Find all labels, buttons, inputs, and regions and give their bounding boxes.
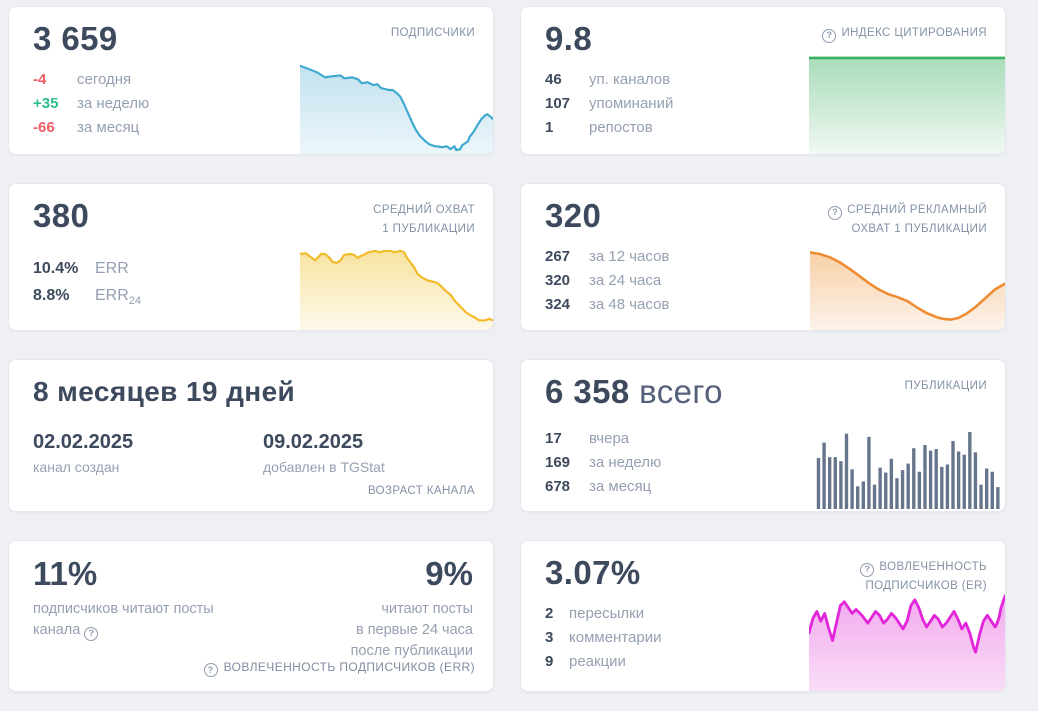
stat-month: -66 за месяц (33, 119, 140, 136)
card-avg-ad-reach-title: ? СРЕДНИЙ РЕКЛАМНЫЙ ОХВАТ 1 ПУБЛИКАЦИИ (828, 201, 987, 239)
er-stats: 2 пересылки 3 комментарии 9 реакции (545, 605, 661, 677)
help-icon[interactable]: ? (828, 205, 843, 220)
stat-forwards: 2 пересылки (545, 605, 645, 622)
channel-age-value: 8 месяцев 19 дней (33, 376, 296, 407)
publications-bar-chart (816, 428, 1001, 509)
channel-age-footer: ВОЗРАСТ КАНАЛА (367, 485, 475, 497)
channel-added-date: 09.02.2025 добавлен в TGStat (263, 431, 385, 475)
publications-total: 6 358 всего (545, 373, 723, 410)
help-icon[interactable]: ? (860, 562, 875, 577)
stat-yesterday: 17 вчера (545, 430, 630, 447)
stat-24h: 320 за 24 часа (545, 272, 662, 289)
channel-created-date: 02.02.2025 канал создан (33, 431, 134, 475)
stat-mention-channels: 46 уп. каналов (545, 71, 671, 88)
subscribers-count: 3 659 (33, 20, 118, 57)
subscribers-stats: -4 сегодня +35 за неделю -66 за месяц (33, 71, 149, 143)
citation-index-chart (809, 56, 1005, 154)
err-read-label: подписчиков читают посты канала ? (33, 599, 214, 641)
subscribers-line-chart (300, 57, 493, 154)
stat-48h: 324 за 48 часов (545, 296, 670, 313)
card-publications-title: ПУБЛИКАЦИИ (904, 380, 987, 392)
stat-week: +35 за неделю (33, 95, 150, 112)
card-subscribers-title: ПОДПИСЧИКИ (390, 27, 475, 39)
stats-grid: 3 659 ПОДПИСЧИКИ -4 сегодня +35 за неделю … (8, 6, 1006, 692)
stat-comments: 3 комментарии (545, 629, 662, 646)
stat-reactions: 9 реакции (545, 653, 626, 670)
err-read-percent: 11% (33, 555, 98, 592)
stat-err24: 8.8% ERR24 (33, 287, 142, 308)
help-icon[interactable]: ? (84, 626, 99, 641)
avg-reach-stats: 10.4% ERR 8.8% ERR24 (33, 260, 141, 319)
stat-12h: 267 за 12 часов (545, 248, 670, 265)
card-citation-index-title: ? ИНДЕКС ЦИТИРОВАНИЯ (822, 24, 987, 43)
card-publications: 6 358 всего ПУБЛИКАЦИИ 17 вчера 169 за нед… (520, 359, 1006, 512)
stat-err: 10.4% ERR (33, 260, 129, 277)
stat-week: 169 за неделю (545, 454, 662, 471)
card-err: 11% подписчиков читают посты канала ? 9%… (8, 540, 494, 692)
avg-ad-reach-chart (810, 250, 1005, 330)
stat-reposts: 1 репостов (545, 119, 653, 136)
citation-stats: 46 уп. каналов 107 упоминаний 1 репостов (545, 71, 673, 143)
err-footer: ? ВОВЛЕЧЕННОСТЬ ПОДПИСЧИКОВ (ERR) (203, 660, 475, 677)
help-icon[interactable]: ? (822, 28, 837, 43)
publications-stats: 17 вчера 169 за неделю 678 за месяц (545, 430, 661, 502)
stat-mentions: 107 упоминаний (545, 95, 674, 112)
avg-ad-reach-stats: 267 за 12 часов 320 за 24 часа 324 за 48 ча… (545, 248, 669, 320)
card-avg-reach: 380 СРЕДНИЙ ОХВАТ 1 ПУБЛИКАЦИИ 10.4% ERR … (8, 183, 494, 331)
card-er-title: ? ВОВЛЕЧЕННОСТЬ ПОДПИСЧИКОВ (ER) (860, 558, 987, 596)
card-channel-age: 8 месяцев 19 дней 02.02.2025 канал созда… (8, 359, 494, 512)
card-avg-reach-title: СРЕДНИЙ ОХВАТ 1 ПУБЛИКАЦИИ (373, 204, 475, 235)
err-read-24h-label: читают посты в первые 24 часа после публ… (350, 601, 473, 659)
err-read-24h-percent: 9% (425, 555, 473, 592)
avg-reach-chart (300, 250, 493, 330)
card-citation-index: 9.8 ? ИНДЕКС ЦИТИРОВАНИЯ 46 уп. каналов 10… (520, 6, 1006, 155)
card-avg-ad-reach: 320 ? СРЕДНИЙ РЕКЛАМНЫЙ ОХВАТ 1 ПУБЛИКАЦИ… (520, 183, 1006, 331)
er-value: 3.07% (545, 554, 641, 591)
card-subscribers: 3 659 ПОДПИСЧИКИ -4 сегодня +35 за неделю … (8, 6, 494, 155)
stat-month: 678 за месяц (545, 478, 652, 495)
help-icon[interactable]: ? (203, 663, 218, 677)
avg-reach-value: 380 (33, 197, 90, 234)
citation-index-value: 9.8 (545, 20, 593, 57)
stat-today: -4 сегодня (33, 71, 132, 88)
avg-ad-reach-value: 320 (545, 197, 602, 234)
er-line-chart (809, 594, 1005, 691)
